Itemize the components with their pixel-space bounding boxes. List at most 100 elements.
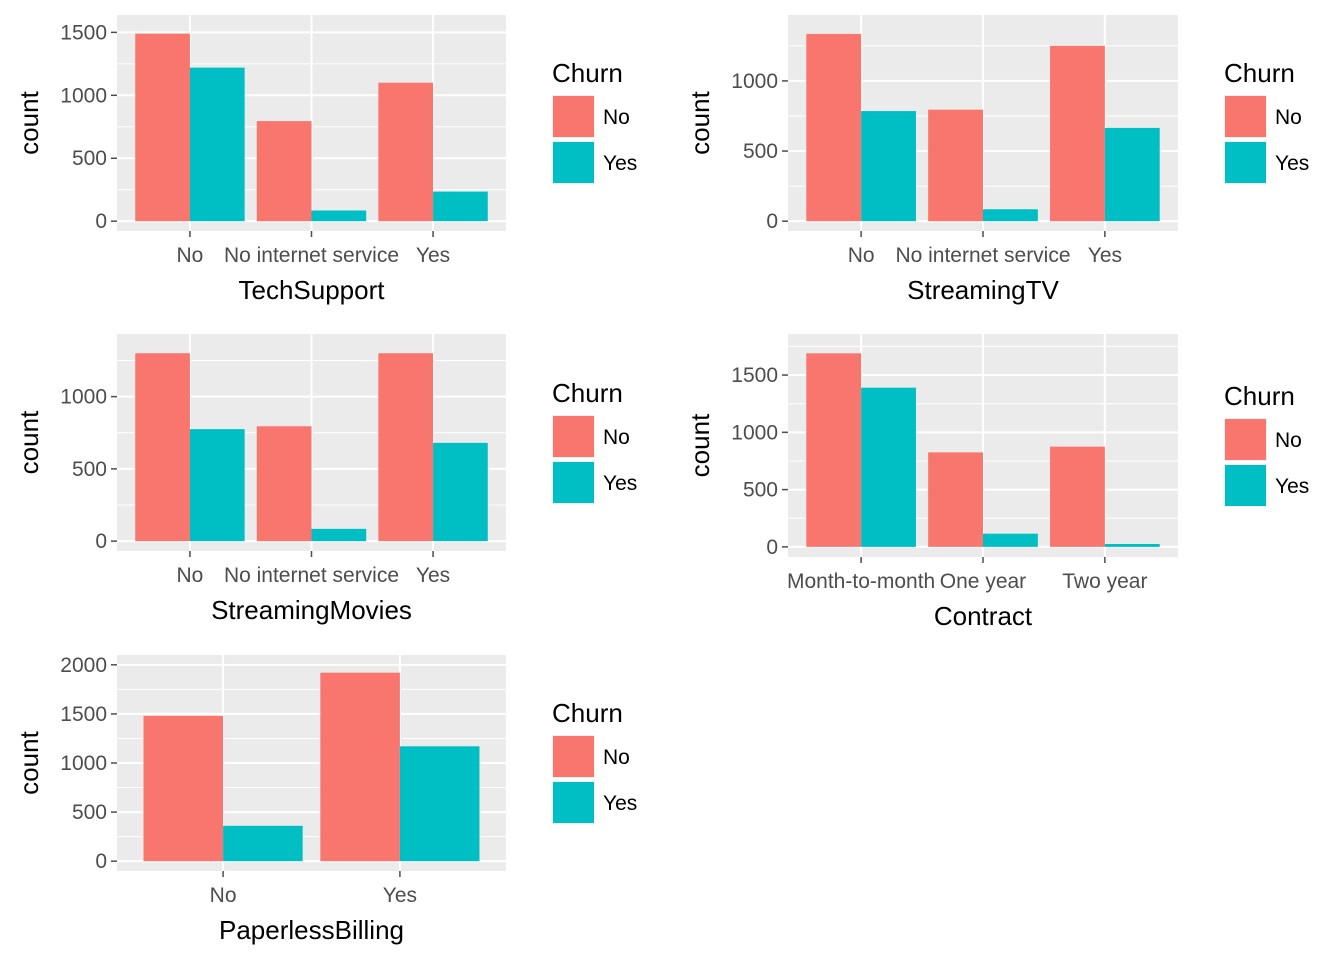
legend: Churn No Yes (552, 378, 637, 504)
x-tick-label: No (177, 564, 204, 587)
y-tick-label: 500 (743, 140, 778, 163)
y-tick-label: 2000 (60, 654, 107, 677)
legend-label-no: No (1275, 429, 1302, 452)
legend-key-yes (1225, 465, 1266, 506)
x-tick-label: Yes (1088, 244, 1122, 267)
legend: Churn No Yes (1224, 58, 1309, 184)
chart-5: 0 500 1000 1500 2000 No Yes PaperlessBilling cou… (14, 654, 637, 945)
legend-title: Churn (1224, 58, 1295, 88)
legend-key-no (553, 416, 594, 457)
legend-label-no: No (603, 746, 630, 769)
legend-key-no (1225, 419, 1266, 460)
legend-label-yes: Yes (603, 472, 637, 495)
legend-key-yes (553, 462, 594, 503)
bar-no-yes (378, 353, 434, 542)
legend-key-no (553, 736, 594, 777)
y-tick-label: 0 (766, 210, 778, 233)
bar-yes-no (189, 429, 245, 542)
y-axis-title: count (685, 413, 715, 477)
bar-no-no-internet-service (256, 426, 312, 542)
bar-no-no-internet-service (928, 109, 983, 222)
legend-title: Churn (552, 58, 623, 88)
y-tick-label: 1000 (60, 386, 107, 409)
y-tick-label: 500 (72, 801, 107, 824)
x-tick-label: Month-to-month (787, 570, 935, 593)
legend-label-yes: Yes (1275, 475, 1309, 498)
y-tick-label: 1000 (731, 70, 778, 93)
legend-title: Churn (552, 378, 623, 408)
x-tick-label: No (848, 244, 875, 267)
legend-key-no (553, 96, 594, 137)
x-tick-label: One year (940, 570, 1026, 593)
x-tick-label: Yes (416, 244, 450, 267)
x-axis-title: StreamingTV (907, 275, 1059, 305)
bar-yes-one-year (983, 533, 1038, 547)
y-tick-label: 1500 (731, 364, 778, 387)
y-tick-label: 0 (95, 530, 107, 553)
y-tick-label: 1000 (60, 752, 107, 775)
bar-yes-no (223, 825, 303, 862)
y-tick-label: 1000 (60, 84, 107, 107)
bar-yes-yes (433, 442, 488, 542)
y-axis-title: count (14, 90, 44, 154)
legend-title: Churn (1224, 381, 1295, 411)
legend-label-no: No (1275, 106, 1302, 129)
x-tick-label: Yes (416, 564, 450, 587)
chart-2: 0 500 1000 No No internet service Yes Streamin… (685, 15, 1309, 305)
bar-no-no (143, 715, 224, 862)
bar-yes-yes (1104, 127, 1160, 222)
legend-key-yes (553, 782, 594, 823)
x-axis-title: PaperlessBilling (219, 915, 404, 945)
x-tick-label: No internet service (895, 244, 1070, 267)
y-tick-label: 0 (766, 536, 778, 559)
x-tick-label: No internet service (224, 564, 399, 587)
y-tick-label: 500 (72, 458, 107, 481)
x-tick-label: No internet service (224, 244, 399, 267)
legend-title: Churn (552, 698, 623, 728)
legend: Churn No Yes (552, 698, 637, 824)
x-tick-label: No (210, 884, 237, 907)
legend-label-yes: Yes (603, 792, 637, 815)
bar-yes-no-internet-service (983, 209, 1038, 222)
y-axis-title: count (14, 730, 44, 794)
chart-4: 0 500 1000 1500 Month-to-month One year Two ye… (685, 334, 1309, 631)
bar-no-no (135, 353, 190, 542)
bar-no-yes (320, 672, 400, 862)
x-tick-label: Two year (1062, 570, 1147, 593)
y-axis-title: count (14, 410, 44, 474)
x-axis-title: TechSupport (239, 275, 386, 305)
bar-no-yes (1050, 45, 1105, 222)
bar-yes-no-internet-service (311, 528, 367, 542)
legend-key-no (1225, 96, 1266, 137)
bar-no-yes (378, 82, 434, 222)
y-tick-label: 0 (95, 850, 107, 873)
y-tick-label: 1500 (60, 21, 107, 44)
x-axis-title: StreamingMovies (211, 595, 412, 625)
y-tick-label: 500 (72, 147, 107, 170)
x-tick-label: Yes (383, 884, 417, 907)
bar-yes-month-to-month (861, 387, 916, 547)
bar-no-no (806, 33, 862, 222)
bar-no-two-year (1050, 446, 1105, 547)
chart-1: 0 500 1000 1500 No No internet service Yes Tech… (14, 15, 637, 305)
legend-key-yes (553, 142, 594, 183)
bar-yes-no (189, 67, 245, 222)
legend-key-yes (1225, 142, 1266, 183)
y-tick-label: 1000 (731, 421, 778, 444)
x-axis-title: Contract (934, 601, 1033, 631)
bar-yes-yes (399, 746, 480, 862)
legend-label-no: No (603, 426, 630, 449)
bar-yes-yes (433, 191, 488, 222)
y-tick-label: 500 (743, 479, 778, 502)
legend: Churn No Yes (552, 58, 637, 184)
bar-yes-no (861, 111, 916, 222)
bar-no-one-year (928, 452, 983, 547)
legend-label-no: No (603, 106, 630, 129)
y-tick-label: 0 (95, 210, 107, 233)
y-tick-label: 1500 (60, 703, 107, 726)
bar-yes-no-internet-service (311, 210, 367, 222)
legend-label-yes: Yes (1275, 152, 1309, 175)
legend-label-yes: Yes (603, 152, 637, 175)
